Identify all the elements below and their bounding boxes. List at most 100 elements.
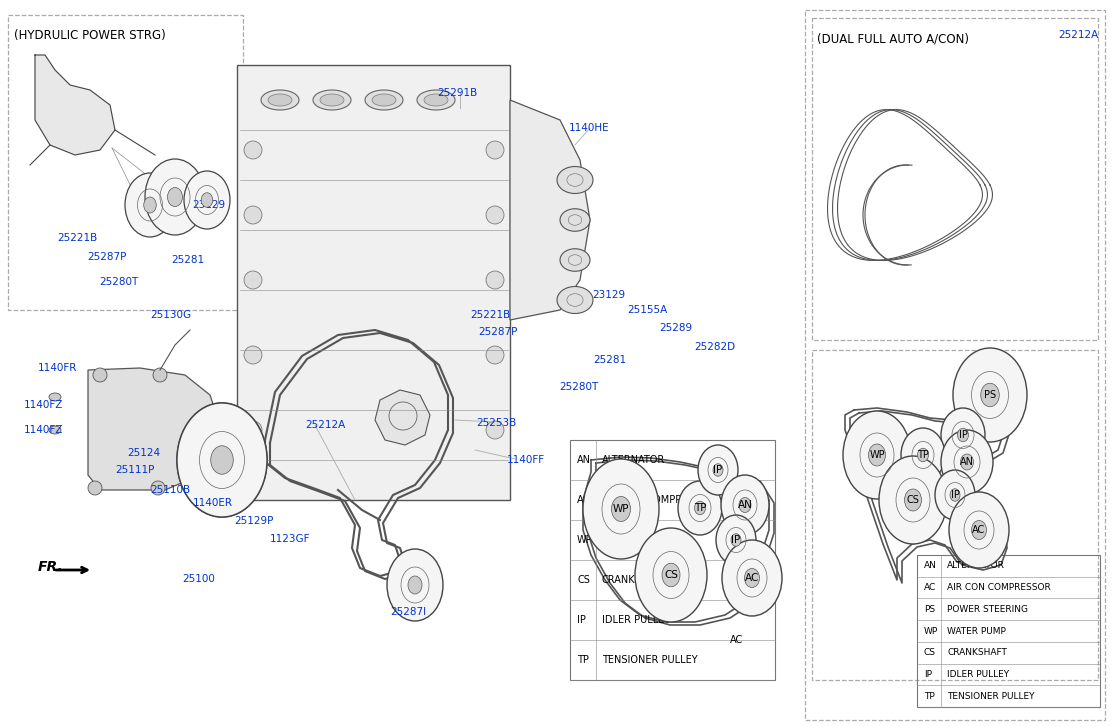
Text: IDLER PULLEY: IDLER PULLEY	[947, 670, 1009, 679]
Ellipse shape	[972, 521, 986, 539]
Ellipse shape	[583, 459, 659, 559]
Ellipse shape	[49, 393, 61, 401]
Ellipse shape	[731, 534, 741, 546]
Ellipse shape	[372, 94, 396, 106]
Text: PS: PS	[924, 605, 935, 614]
Text: 23129: 23129	[592, 290, 626, 300]
Text: TP: TP	[924, 691, 935, 701]
Text: IP: IP	[958, 430, 967, 440]
Text: TP: TP	[693, 503, 707, 513]
Text: 25287I: 25287I	[390, 607, 426, 617]
Circle shape	[244, 206, 262, 224]
Bar	[8, 15, 243, 310]
Polygon shape	[237, 65, 510, 500]
Text: AIR CON COMPRESSOR: AIR CON COMPRESSOR	[602, 495, 715, 505]
Text: TENSIONER PULLEY: TENSIONER PULLEY	[602, 655, 698, 665]
Bar	[570, 440, 775, 680]
Ellipse shape	[201, 193, 213, 207]
Bar	[805, 10, 1105, 720]
Polygon shape	[510, 100, 590, 320]
Text: (DUAL FULL AUTO A/CON): (DUAL FULL AUTO A/CON)	[817, 32, 969, 45]
Text: WP: WP	[577, 535, 592, 545]
Text: 25289: 25289	[659, 323, 692, 333]
Text: AN: AN	[577, 455, 591, 465]
Text: IP: IP	[951, 490, 959, 500]
Text: 1140FZ: 1140FZ	[24, 400, 63, 410]
Ellipse shape	[387, 549, 443, 621]
Text: ALTERNATOR: ALTERNATOR	[947, 561, 1005, 571]
Text: ALTERNATOR: ALTERNATOR	[602, 455, 666, 465]
Ellipse shape	[560, 249, 590, 271]
Ellipse shape	[321, 94, 344, 106]
Text: 1140FF: 1140FF	[508, 455, 545, 465]
Ellipse shape	[716, 515, 756, 565]
Text: WP: WP	[613, 504, 629, 514]
Ellipse shape	[125, 173, 175, 237]
Text: (HYDRULIC POWER STRG): (HYDRULIC POWER STRG)	[14, 29, 166, 42]
Text: 25221B: 25221B	[57, 233, 97, 243]
Circle shape	[93, 368, 107, 382]
Text: 25280T: 25280T	[99, 277, 138, 287]
Circle shape	[88, 481, 102, 495]
Text: IDLER PULLEY: IDLER PULLEY	[602, 615, 670, 625]
Text: 25287P: 25287P	[87, 252, 127, 262]
Ellipse shape	[313, 90, 351, 110]
Text: 1140ER: 1140ER	[193, 498, 233, 508]
Ellipse shape	[698, 445, 738, 495]
Ellipse shape	[917, 449, 928, 462]
Ellipse shape	[961, 454, 974, 470]
Text: 25129P: 25129P	[234, 516, 274, 526]
Text: 25287P: 25287P	[477, 327, 518, 337]
Ellipse shape	[957, 428, 968, 442]
Text: WP: WP	[869, 450, 885, 460]
Text: CS: CS	[907, 495, 919, 505]
Circle shape	[486, 206, 504, 224]
Text: PS: PS	[984, 390, 996, 400]
Text: IP: IP	[924, 670, 932, 679]
Ellipse shape	[695, 501, 706, 515]
Text: 25281: 25281	[593, 355, 627, 365]
Text: 25212A: 25212A	[305, 420, 345, 430]
Text: TP: TP	[577, 655, 589, 665]
Ellipse shape	[49, 426, 61, 434]
Ellipse shape	[745, 569, 759, 587]
Text: IP: IP	[731, 535, 740, 545]
Text: POWER STEERING: POWER STEERING	[947, 605, 1028, 614]
Circle shape	[486, 141, 504, 159]
Circle shape	[486, 346, 504, 364]
Bar	[812, 350, 1099, 680]
Circle shape	[244, 346, 262, 364]
Bar	[917, 555, 1100, 707]
Circle shape	[486, 271, 504, 289]
Ellipse shape	[905, 489, 922, 511]
Text: FR.: FR.	[38, 560, 63, 574]
Text: CRANKSHAFT: CRANKSHAFT	[602, 575, 667, 585]
Ellipse shape	[177, 403, 267, 517]
Ellipse shape	[713, 464, 723, 476]
Circle shape	[486, 421, 504, 439]
Ellipse shape	[951, 489, 961, 501]
Text: 25253B: 25253B	[476, 418, 516, 428]
Text: AN: AN	[738, 500, 752, 510]
Text: 25281: 25281	[171, 255, 204, 265]
Ellipse shape	[739, 497, 751, 513]
Circle shape	[152, 368, 167, 382]
Circle shape	[244, 141, 262, 159]
Ellipse shape	[417, 90, 455, 110]
Ellipse shape	[843, 411, 912, 499]
Text: TENSIONER PULLEY: TENSIONER PULLEY	[947, 691, 1034, 701]
Polygon shape	[375, 390, 430, 445]
Text: WATER PUMP: WATER PUMP	[947, 627, 1006, 635]
Text: CRANKSHAFT: CRANKSHAFT	[947, 648, 1007, 657]
Text: WATER PUMP: WATER PUMP	[602, 535, 667, 545]
Ellipse shape	[935, 470, 975, 520]
Ellipse shape	[940, 430, 993, 494]
Text: 25282D: 25282D	[695, 342, 735, 352]
Circle shape	[151, 481, 165, 495]
Bar	[812, 18, 1099, 340]
Ellipse shape	[556, 166, 593, 193]
Text: 25111P: 25111P	[115, 465, 155, 475]
Circle shape	[244, 271, 262, 289]
Text: AN: AN	[961, 457, 974, 467]
Ellipse shape	[953, 348, 1027, 442]
